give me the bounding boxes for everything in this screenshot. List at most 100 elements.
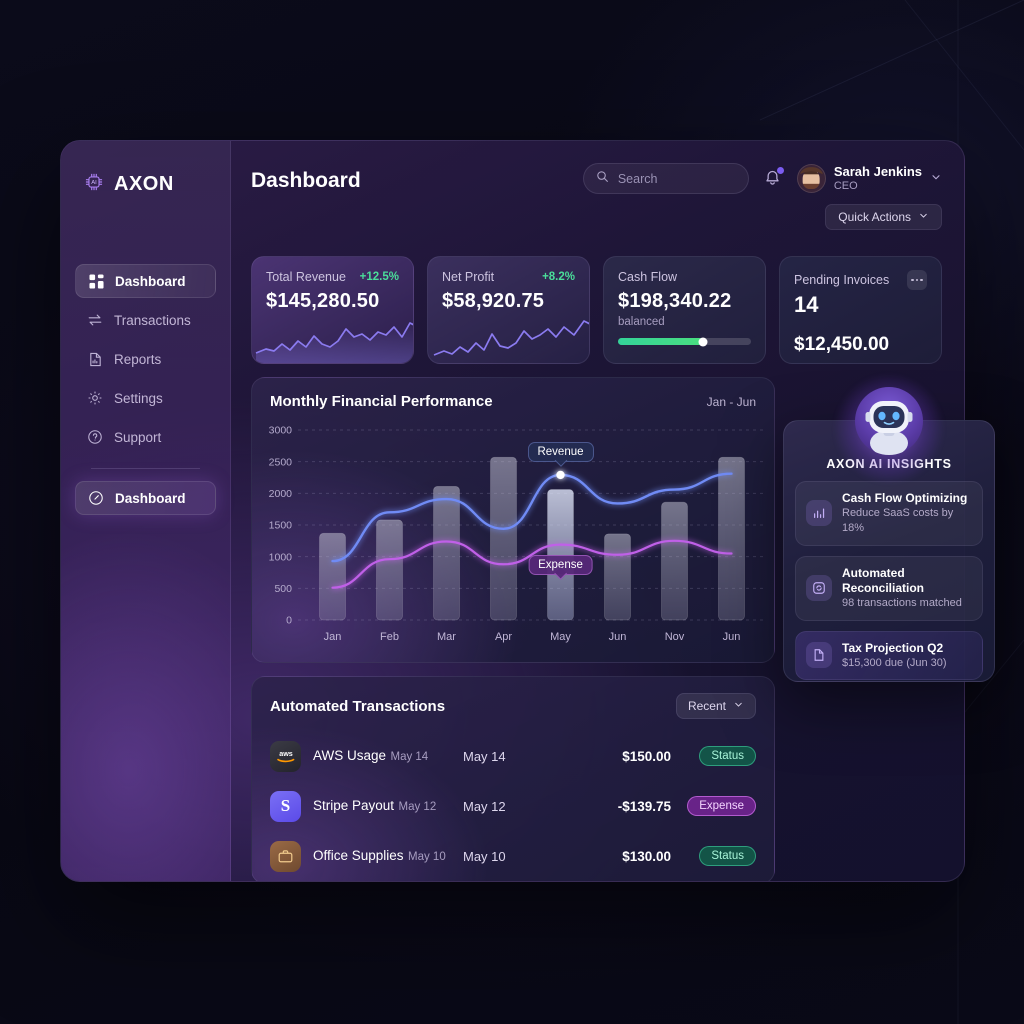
sparkline-chart — [255, 322, 413, 363]
kpi-card-net-profit[interactable]: Net Profit +8.2% $58,920.75 — [427, 256, 590, 364]
progress-knob[interactable] — [698, 337, 708, 346]
sidebar-item-reports[interactable]: Reports — [75, 342, 216, 376]
transactions-header: Automated Transactions Recent — [252, 677, 774, 719]
sidebar-item-label: Dashboard — [115, 273, 186, 289]
document-icon — [806, 642, 832, 669]
kpi-value: $198,340.22 — [618, 290, 732, 312]
notifications-button[interactable] — [763, 166, 784, 190]
aws-logo-icon: aws — [270, 740, 301, 772]
ai-insight-text: Automated Reconciliation 98 transactions… — [842, 566, 972, 611]
top-bar-right: Sarah Jenkins CEO Quick Actions — [582, 163, 942, 230]
transaction-meta: AWS Usage May 14 — [313, 747, 463, 766]
ai-insight-sub: Reduce SaaS costs by 18% — [842, 507, 954, 534]
status-badge[interactable]: Expense — [687, 796, 756, 816]
svg-text:May: May — [550, 631, 571, 643]
ai-insight-item-reconciliation[interactable]: Automated Reconciliation 98 transactions… — [795, 555, 983, 621]
svg-text:1000: 1000 — [269, 551, 293, 563]
app-window: AI AXON Dashboard — [60, 140, 965, 882]
kpi-label: Cash Flow — [618, 270, 678, 284]
kpi-header: Cash Flow — [618, 270, 751, 284]
svg-text:1500: 1500 — [269, 520, 293, 532]
transaction-subdate: May 10 — [408, 850, 446, 863]
transactions-card: Automated Transactions Recent aws — [251, 676, 775, 881]
ai-insight-sub: 98 transactions matched — [842, 596, 962, 609]
transaction-amount: $130.00 — [622, 848, 671, 864]
search-box[interactable] — [582, 163, 749, 194]
sidebar-divider — [91, 468, 200, 469]
chevron-down-icon — [733, 699, 744, 713]
grid-icon — [88, 273, 104, 289]
kpi-amount: $12,450.00 — [794, 334, 890, 355]
sidebar-item-label: Support — [114, 429, 162, 445]
sidebar-item-transactions[interactable]: Transactions — [75, 303, 216, 337]
stripe-logo-icon: S — [270, 790, 301, 822]
status-badge[interactable]: Status — [699, 746, 756, 766]
sidebar-item-label: Reports — [114, 351, 162, 367]
sidebar-item-settings[interactable]: Settings — [75, 381, 216, 415]
ai-insight-item-tax-projection[interactable]: Tax Projection Q2 $15,300 due (Jun 30) — [795, 630, 983, 681]
brand-name: AXON — [114, 173, 174, 195]
ai-chip-icon: AI — [83, 171, 105, 198]
svg-text:aws: aws — [279, 749, 293, 758]
transaction-subdate: May 12 — [398, 800, 437, 813]
svg-text:Nov: Nov — [665, 631, 685, 643]
kpi-value: $58,920.75 — [442, 290, 545, 312]
chart-range[interactable]: Jan - Jun — [706, 395, 756, 409]
sync-box-icon — [806, 575, 832, 602]
kpi-card-pending-invoices[interactable]: Pending Invoices 14 $12,450.00 — [779, 256, 942, 364]
transaction-amount: -$139.75 — [617, 798, 671, 814]
search-input[interactable] — [617, 171, 736, 186]
sidebar: AI AXON Dashboard — [61, 141, 231, 881]
transaction-amount: $150.00 — [622, 748, 671, 764]
main-content: Dashboard — [231, 141, 964, 881]
chart-card: Monthly Financial Performance Jan - Jun — [251, 377, 775, 663]
kpi-header: Total Revenue +12.5% — [266, 270, 399, 284]
page-title: Dashboard — [251, 169, 361, 192]
svg-text:500: 500 — [274, 583, 292, 595]
user-role: CEO — [833, 179, 858, 192]
transactions-filter-dropdown[interactable]: Recent — [675, 693, 756, 719]
svg-text:Jun: Jun — [609, 631, 627, 643]
ai-insight-heading: Cash Flow Optimizing — [842, 491, 968, 505]
ai-insight-sub: $15,300 due (Jun 30) — [842, 656, 947, 669]
briefcase-icon — [270, 840, 301, 872]
quick-actions-label: Quick Actions — [838, 210, 911, 224]
svg-text:Mar: Mar — [437, 631, 456, 643]
user-menu[interactable]: Sarah Jenkins CEO — [796, 164, 942, 194]
transaction-meta: Office Supplies May 10 — [313, 847, 463, 866]
ai-insights-panel: AXON AI INSIGHTS Cash Flow Optimizing Re… — [783, 373, 995, 682]
ai-insight-text: Cash Flow Optimizing Reduce SaaS costs b… — [842, 491, 972, 536]
sidebar-item-support[interactable]: Support — [75, 420, 216, 454]
sidebar-item-dashboard[interactable]: Dashboard — [75, 264, 216, 298]
ai-insight-heading: Automated Reconciliation — [842, 565, 925, 595]
table-row[interactable]: Office Supplies May 10 May 10 $130.00 St… — [252, 831, 774, 881]
transaction-date: May 10 — [463, 848, 506, 864]
more-dots-icon[interactable] — [907, 270, 927, 290]
kpi-card-cash-flow[interactable]: Cash Flow $198,340.22 balanced — [603, 256, 766, 364]
transaction-name: AWS Usage — [313, 747, 387, 763]
top-bar-row: Sarah Jenkins CEO — [582, 163, 942, 194]
table-row[interactable]: S Stripe Payout May 12 May 12 -$139.75 E… — [252, 781, 774, 831]
chevron-down-icon — [930, 170, 942, 188]
cash-flow-progress-bar[interactable] — [618, 337, 751, 346]
svg-text:Apr: Apr — [495, 631, 512, 643]
table-row[interactable]: aws AWS Usage May 14 May 14 $150.00 Stat… — [252, 731, 774, 781]
filter-label: Recent — [687, 699, 726, 713]
chart-header: Monthly Financial Performance Jan - Jun — [252, 378, 774, 410]
svg-text:3000: 3000 — [269, 425, 293, 437]
kpi-label: Pending Invoices — [794, 273, 890, 287]
transactions-title: Automated Transactions — [270, 697, 446, 715]
expense-tooltip: Expense — [528, 554, 593, 575]
quick-actions-button[interactable]: Quick Actions — [825, 204, 942, 230]
status-badge[interactable]: Status — [699, 846, 756, 866]
ai-insight-item-cash-flow[interactable]: Cash Flow Optimizing Reduce SaaS costs b… — [795, 481, 983, 546]
kpi-card-total-revenue[interactable]: Total Revenue +12.5% $145,280.50 — [251, 256, 414, 364]
chart-plot-area: 0 500 1000 1500 2000 2500 3000 Jan Feb Mar Apr May… — [252, 422, 774, 662]
transaction-date: May 12 — [463, 798, 506, 814]
transaction-date: May 14 — [463, 748, 506, 764]
chart-title: Monthly Financial Performance — [270, 393, 493, 410]
svg-text:Feb: Feb — [380, 631, 399, 643]
sidebar-item-dashboard-secondary[interactable]: Dashboard — [75, 481, 216, 515]
bell-icon — [766, 170, 779, 185]
svg-text:Jun: Jun — [723, 631, 741, 643]
